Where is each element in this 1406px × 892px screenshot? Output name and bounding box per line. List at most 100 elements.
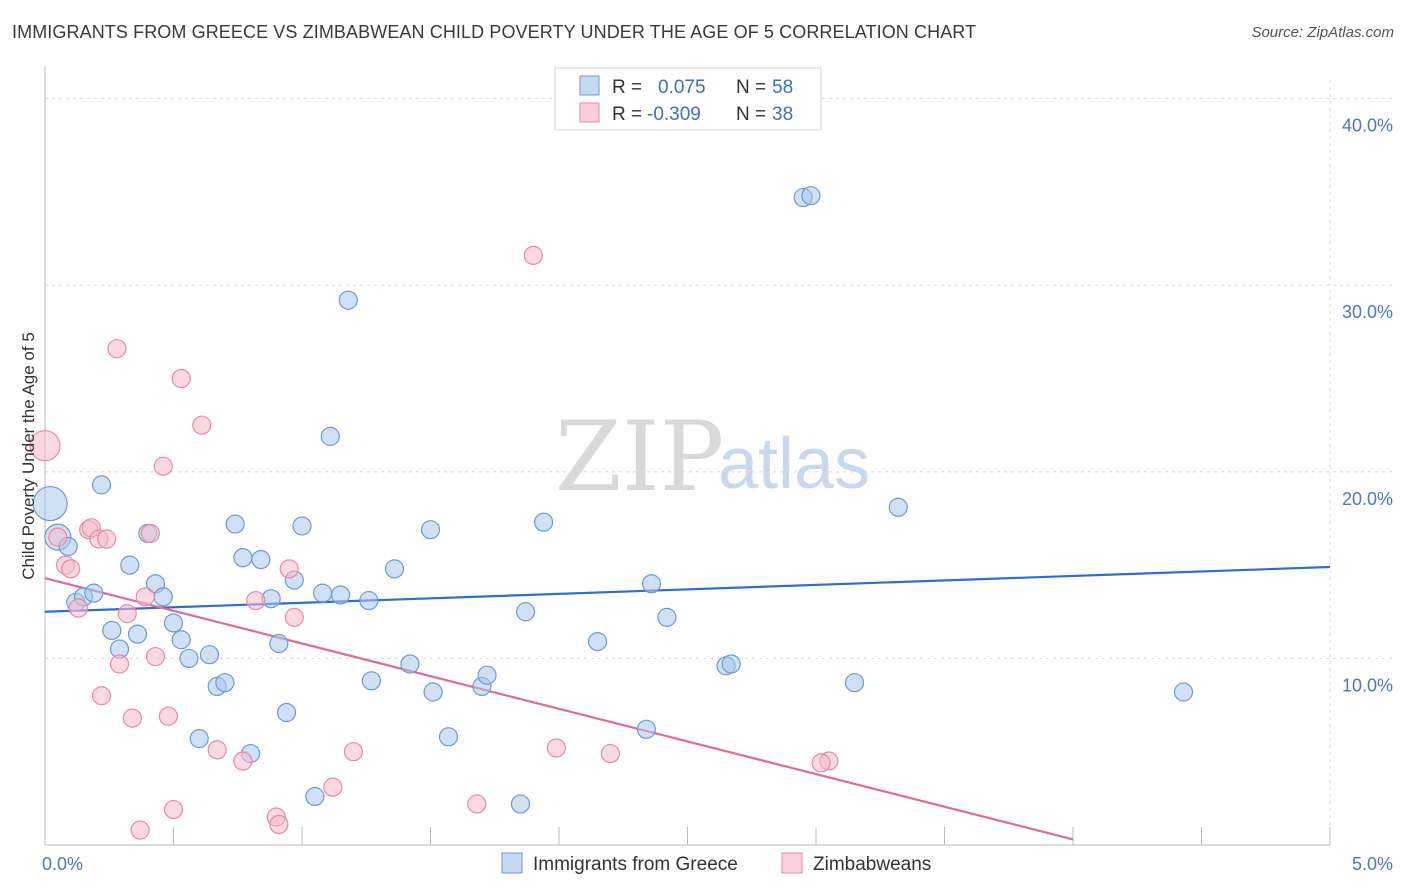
series-label-greece: Immigrants from Greece <box>533 854 738 875</box>
point-greece <box>84 583 104 603</box>
point-greece <box>515 602 536 622</box>
point-zimbabwe <box>109 654 130 674</box>
point-greece <box>359 590 379 611</box>
point-greece <box>91 475 112 495</box>
point-greece <box>32 485 68 522</box>
point-greece <box>400 654 420 674</box>
series-swatch-zimbabwe <box>781 852 803 874</box>
point-greece <box>171 630 191 650</box>
legend-n-value-greece: 58 <box>772 77 793 98</box>
point-zimbabwe <box>145 646 166 667</box>
point-zimbabwe <box>140 523 160 544</box>
series-swatch-greece <box>501 852 523 874</box>
point-zimbabwe <box>811 753 831 773</box>
point-greece <box>199 645 220 665</box>
point-greece <box>189 729 209 749</box>
point-zimbabwe <box>117 604 137 624</box>
point-zimbabwe <box>323 777 343 797</box>
point-zimbabwe <box>29 430 61 462</box>
point-zimbabwe <box>158 706 178 726</box>
point-zimbabwe <box>153 456 173 476</box>
point-greece <box>305 786 325 807</box>
point-zimbabwe <box>91 686 112 706</box>
point-zimbabwe <box>467 794 487 814</box>
x-tick-label: 5.0% <box>1352 854 1393 874</box>
legend-r-label-zimbabwe: R = <box>612 104 642 125</box>
point-greece <box>510 794 531 814</box>
point-zimbabwe <box>343 742 363 762</box>
point-greece <box>1173 682 1194 702</box>
point-greece <box>179 648 199 669</box>
point-greece <box>587 632 608 652</box>
series-legend: Immigrants from Greece Zimbabweans <box>501 852 931 875</box>
point-greece <box>102 620 122 641</box>
legend-swatch-greece <box>579 75 600 96</box>
trend-lines <box>44 565 1331 841</box>
point-greece <box>153 587 173 607</box>
series-label-zimbabwe: Zimbabweans <box>813 854 931 875</box>
point-greece <box>423 682 443 702</box>
point-zimbabwe <box>97 529 117 549</box>
point-greece <box>320 426 340 446</box>
point-zimbabwe <box>269 814 289 835</box>
grid-lines <box>45 80 1392 845</box>
point-greece <box>225 514 245 534</box>
point-greece <box>477 665 497 685</box>
data-points <box>29 186 1194 840</box>
legend-n-value-zimbabwe: 38 <box>772 104 793 125</box>
point-greece <box>120 555 140 575</box>
point-greece <box>338 290 358 310</box>
point-greece <box>657 607 677 627</box>
point-zimbabwe <box>107 339 127 359</box>
point-zimbabwe <box>279 559 299 579</box>
chart-title: IMMIGRANTS FROM GREECE VS ZIMBABWEAN CHI… <box>12 22 977 42</box>
point-zimbabwe <box>163 799 184 820</box>
point-zimbabwe <box>171 368 191 389</box>
point-greece <box>292 516 312 536</box>
y-tick-label: 20.0% <box>1342 489 1393 509</box>
point-zimbabwe <box>61 559 81 579</box>
point-zimbabwe <box>207 740 227 760</box>
legend-n-label-zimbabwe: N = <box>736 104 766 125</box>
watermark: ZIP atlas <box>555 401 870 513</box>
point-greece <box>420 520 441 540</box>
y-tick-label: 40.0% <box>1342 116 1393 136</box>
point-zimbabwe <box>546 738 567 758</box>
point-greece <box>251 549 271 570</box>
point-zimbabwe <box>523 245 543 265</box>
point-greece <box>888 497 908 517</box>
point-greece <box>127 624 148 644</box>
point-greece <box>233 548 253 568</box>
point-zimbabwe <box>122 708 142 728</box>
point-greece <box>533 512 554 532</box>
point-greece <box>269 633 289 654</box>
watermark-zip: ZIP <box>555 401 724 513</box>
point-greece <box>844 673 865 693</box>
point-zimbabwe <box>284 607 304 627</box>
point-zimbabwe <box>192 415 212 435</box>
y-tick-label: 30.0% <box>1342 302 1393 322</box>
trendline-zimbabwe <box>44 577 1074 841</box>
point-greece <box>330 585 351 605</box>
point-greece <box>163 613 184 633</box>
point-zimbabwe <box>246 590 266 611</box>
y-axis-label: Child Poverty Under the Age of 5 <box>19 332 38 580</box>
point-zimbabwe <box>130 820 150 840</box>
point-greece <box>641 574 662 594</box>
legend-r-label-greece: R = <box>612 77 642 98</box>
tick-labels: 10.0% 20.0% 30.0% 40.0% 0.0% 5.0% <box>42 116 1393 874</box>
point-greece <box>721 654 741 674</box>
legend-r-value-zimbabwe: -0.309 <box>647 104 701 125</box>
point-zimbabwe <box>135 587 155 607</box>
point-greece <box>636 719 656 739</box>
legend-r-value-greece: 0.075 <box>658 77 706 98</box>
point-greece <box>438 727 459 747</box>
trendline-greece <box>44 565 1331 613</box>
x-tick-label: 0.0% <box>42 854 83 874</box>
point-greece <box>384 559 405 579</box>
point-zimbabwe <box>233 751 253 771</box>
y-tick-label: 10.0% <box>1342 675 1393 695</box>
watermark-atlas: atlas <box>718 424 870 504</box>
legend-swatch-zimbabwe <box>579 102 600 123</box>
